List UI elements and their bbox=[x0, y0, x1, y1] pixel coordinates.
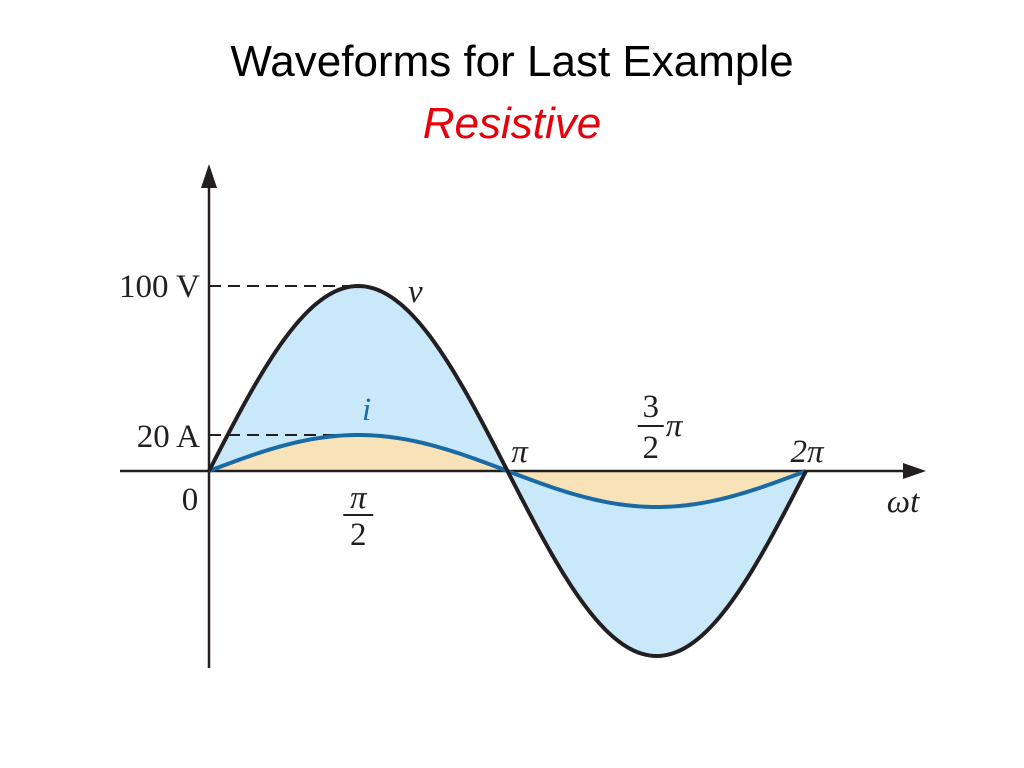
x-tick-denominator: 2 bbox=[643, 430, 660, 466]
origin-label: 0 bbox=[182, 482, 199, 518]
slide-subtitle: Resistive bbox=[422, 99, 602, 148]
slide-title: Waveforms for Last Example bbox=[230, 37, 794, 86]
series-label-i: i bbox=[362, 392, 371, 428]
y-axis-arrowhead bbox=[201, 164, 217, 188]
x-tick-numerator: 3 bbox=[643, 389, 660, 425]
x-tick-label-2pi: 2π bbox=[790, 434, 825, 470]
series-label-v: v bbox=[408, 274, 423, 310]
curves bbox=[207, 283, 808, 659]
x-axis-arrowhead bbox=[903, 463, 926, 479]
x-tick-denominator: 2 bbox=[350, 517, 367, 553]
y-tick-label-20a: 20 A bbox=[137, 419, 200, 455]
x-tick-label-pi: π bbox=[511, 434, 529, 470]
x-tick-numerator: π bbox=[350, 480, 368, 516]
x-tick-suffix: π bbox=[666, 408, 684, 444]
x-tick-3pi-over-2: 3 2 π bbox=[637, 389, 684, 466]
voltage-curve bbox=[207, 283, 808, 659]
axes bbox=[120, 164, 926, 668]
x-axis-title: ωt bbox=[887, 484, 920, 520]
x-tick-pi-over-2: π 2 bbox=[343, 480, 374, 553]
y-tick-label-100v: 100 V bbox=[119, 269, 200, 305]
